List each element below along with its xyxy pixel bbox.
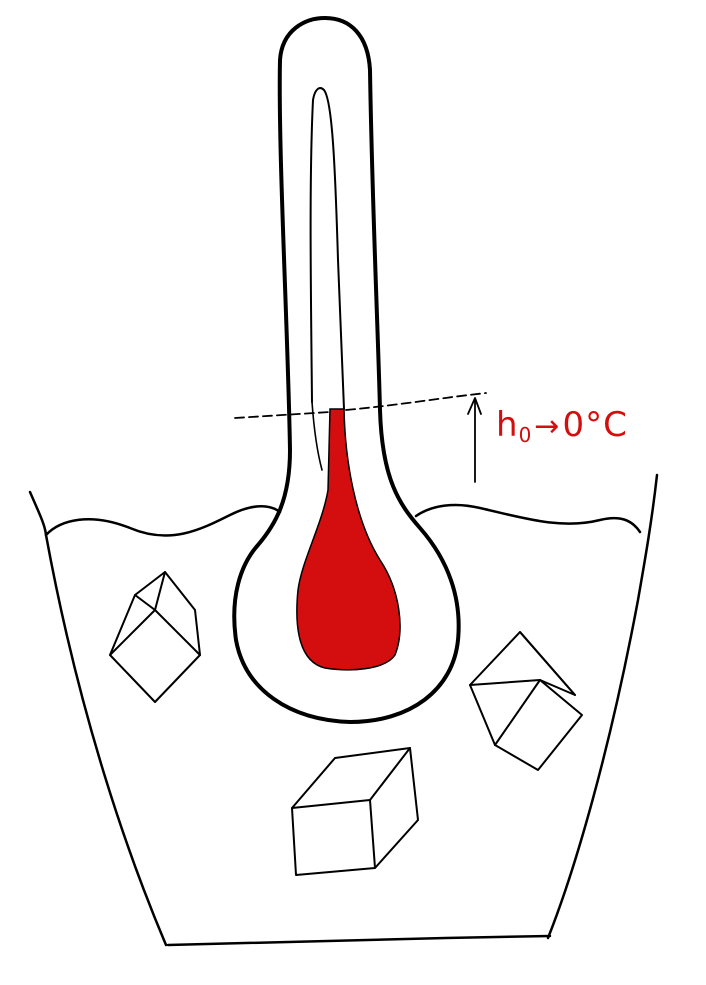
right-arrow-icon: → bbox=[534, 409, 561, 444]
ice-cube-bottom bbox=[291, 747, 419, 876]
water-surface-right bbox=[414, 503, 642, 534]
height-arrow bbox=[467, 397, 482, 483]
container-left-wall bbox=[28, 490, 168, 947]
container-right-wall bbox=[546, 473, 659, 940]
thermometer-capillary bbox=[309, 87, 345, 410]
container-bottom bbox=[166, 934, 552, 947]
thermometer-outline bbox=[232, 16, 461, 724]
container bbox=[28, 473, 659, 947]
thermometer-liquid bbox=[296, 408, 401, 671]
ice-cube-right bbox=[469, 631, 583, 771]
label-symbol: h bbox=[496, 405, 519, 445]
water-surface bbox=[44, 503, 642, 537]
label-subscript: 0 bbox=[518, 423, 533, 447]
zero-level-dashed-line bbox=[234, 392, 487, 419]
water-surface-left bbox=[44, 505, 282, 537]
ice-cube-left bbox=[109, 571, 201, 703]
zero-celsius-height-label: h0→0°C bbox=[496, 408, 628, 445]
label-value: 0°C bbox=[562, 405, 628, 445]
thermometer-capillary-left-extension bbox=[311, 401, 323, 471]
